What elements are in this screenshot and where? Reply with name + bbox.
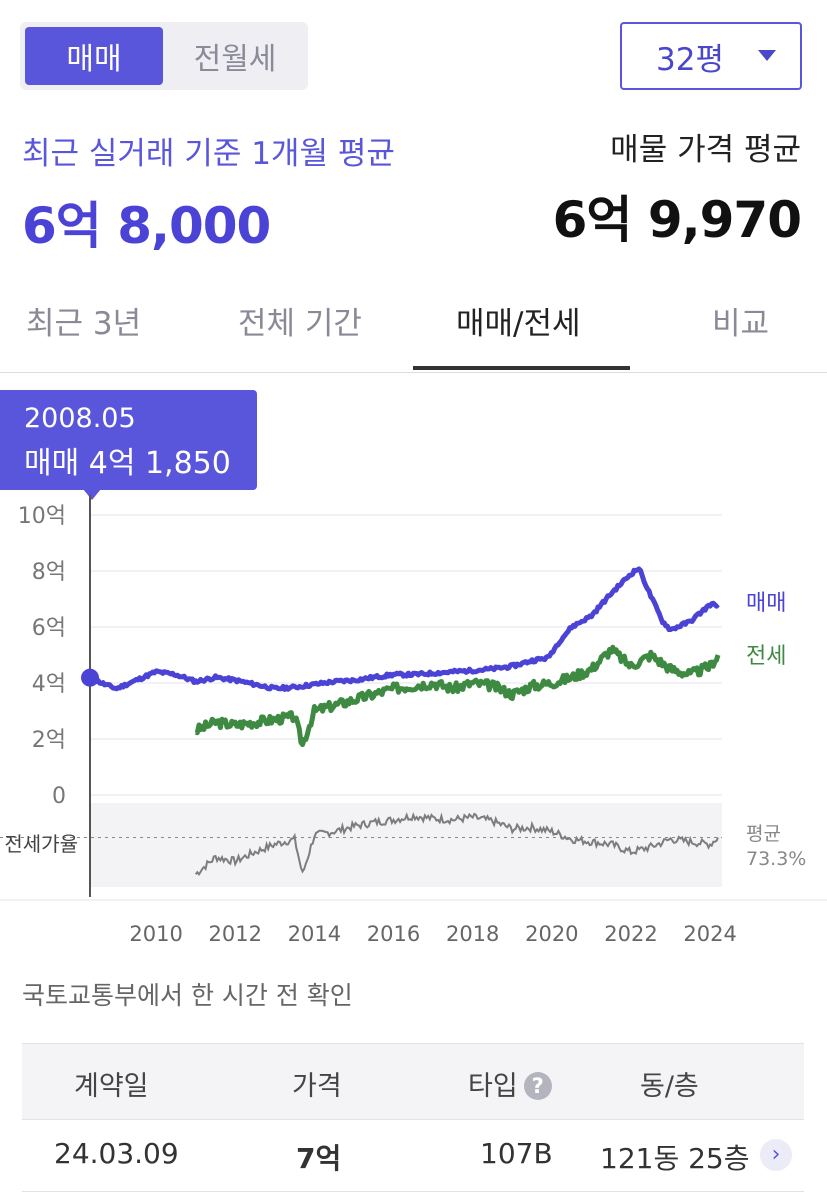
chart-period-tabs: 최근 3년 전체 기간 매매/전세 비교 (0, 278, 827, 373)
table-row[interactable]: 24.03.09 7억 107B 121동 25층 › (22, 1119, 804, 1192)
listing-average-price: 6억 9,970 (552, 191, 802, 249)
row-price: 7억 (296, 1142, 342, 1175)
tab-recent-3y[interactable]: 최근 3년 (26, 306, 142, 342)
area-select-value: 32평 (656, 41, 724, 78)
recent-average-price: 6억 8,000 (22, 197, 271, 255)
help-icon[interactable]: ? (523, 1072, 552, 1100)
row-date: 24.03.09 (54, 1137, 179, 1170)
y-tick-label: 4억 (32, 672, 66, 697)
update-note: 국토교통부에서 한 시간 전 확인 (22, 981, 353, 1010)
y-tick-label: 0 (52, 784, 66, 809)
ratio-average-value: 73.3% (746, 848, 806, 870)
tab-compare[interactable]: 비교 (712, 306, 770, 342)
header-price: 가격 (292, 1071, 342, 1102)
area-select[interactable]: 32평 (620, 22, 802, 90)
recent-average-label: 최근 실거래 기준 1개월 평균 (22, 136, 395, 172)
chevron-right-icon[interactable]: › (760, 1139, 792, 1171)
x-tick-label: 2010 (129, 922, 182, 946)
header-date: 계약일 (74, 1071, 149, 1102)
row-unit: 121동 25층 (600, 1142, 750, 1175)
chart-tooltip: 2008.05 매매 4억 1,850 (0, 390, 257, 490)
tooltip-value: 매매 4억 1,850 (24, 446, 231, 481)
tooltip-date: 2008.05 (24, 403, 136, 434)
tab-sale[interactable]: 매매 (25, 27, 163, 85)
header-unit: 동/층 (640, 1071, 699, 1102)
x-tick-label: 2018 (446, 922, 499, 946)
x-tick-label: 2014 (288, 922, 341, 946)
x-tick-label: 2022 (604, 922, 657, 946)
legend-sale: 매매 (746, 591, 786, 616)
legend-jeonse: 전세 (746, 644, 786, 669)
y-tick-label: 8억 (32, 560, 66, 585)
trade-type-toggle: 매매 전월세 (20, 22, 308, 90)
ratio-average-label: 평균 (746, 823, 781, 845)
tab-rent[interactable]: 전월세 (193, 42, 277, 77)
listing-average-label: 매물 가격 평균 (610, 132, 801, 168)
x-tick-label: 2024 (683, 922, 736, 946)
x-tick-label: 2012 (209, 922, 262, 946)
ratio-series-line (194, 812, 719, 876)
ratio-axis-label: 전세가율 (4, 832, 78, 856)
active-tab-indicator (413, 366, 630, 370)
tooltip-pointer (83, 489, 101, 500)
tab-all-period[interactable]: 전체 기간 (238, 306, 362, 342)
transactions-table-header: 계약일 가격 타입? 동/층 (22, 1043, 804, 1120)
chart-cursor-dot[interactable] (81, 668, 99, 687)
header-type: 타입? (468, 1064, 552, 1103)
y-tick-label: 2억 (32, 728, 66, 753)
header-type-label: 타입 (468, 1071, 518, 1102)
y-tick-label: 6억 (32, 616, 66, 641)
sale-series-line (89, 566, 720, 692)
row-type: 107B (480, 1137, 553, 1170)
y-tick-label: 10억 (18, 504, 66, 529)
x-tick-label: 2016 (367, 922, 420, 946)
price-chart[interactable]: 10억 8억 6억 4억 2억 0 매매 전세 전세가율 평균 73.3% 2010 201… (0, 495, 827, 965)
jeonse-series-line (194, 644, 721, 748)
chevron-down-icon (758, 50, 776, 61)
tab-sale-jeonse[interactable]: 매매/전세 (456, 306, 581, 342)
x-tick-label: 2020 (525, 922, 578, 946)
